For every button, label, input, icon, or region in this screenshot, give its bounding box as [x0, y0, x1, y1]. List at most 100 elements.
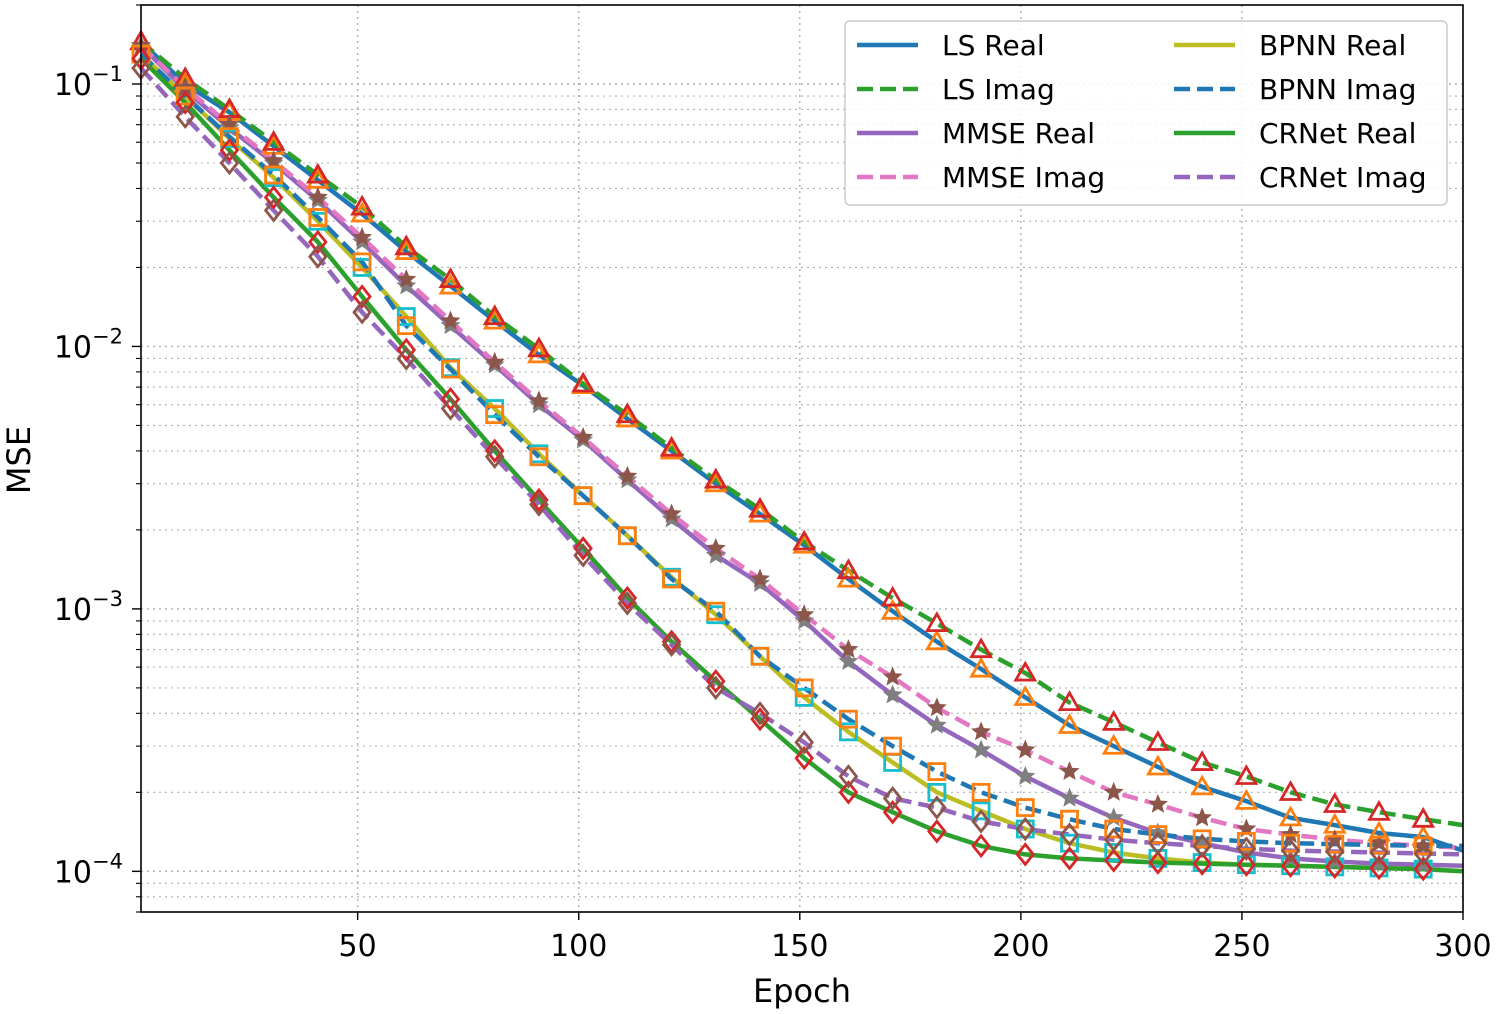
series-markers [129, 29, 1436, 882]
marker-crnet-imag [1324, 839, 1345, 864]
marker-mmse-imag [263, 150, 284, 170]
marker-bpnn-imag [927, 762, 947, 781]
marker-crnet-real [175, 90, 196, 115]
marker-crnet-imag [1413, 841, 1434, 866]
marker-crnet-real [440, 386, 461, 412]
marker-crnet-real [219, 137, 240, 163]
marker-bpnn-imag [839, 709, 858, 729]
marker-ls-real [1013, 685, 1038, 706]
x-tick-label: 100 [550, 929, 607, 964]
marker-crnet-real [838, 780, 859, 805]
marker-bpnn-imag [1060, 809, 1079, 829]
marker-ls-real [1146, 754, 1170, 776]
marker-ls-real [924, 629, 949, 651]
marker-ls-real [1057, 713, 1082, 734]
legend-label: LS Real [942, 29, 1045, 62]
marker-mmse-imag [971, 721, 992, 741]
series-line-bpnn-imag [139, 52, 1463, 849]
marker-bpnn-imag [617, 526, 637, 546]
marker-crnet-real [927, 819, 947, 844]
marker-ls-imag [1101, 709, 1126, 731]
legend-label: BPNN Imag [1259, 73, 1416, 106]
legend-label: CRNet Real [1259, 117, 1416, 150]
marker-crnet-imag [927, 795, 947, 820]
marker-bpnn-real [927, 782, 947, 802]
marker-mmse-imag [352, 227, 373, 247]
marker-mmse-imag [882, 666, 903, 686]
marker-crnet-imag [396, 346, 417, 371]
marker-crnet-real [308, 229, 328, 255]
marker-crnet-imag [838, 764, 859, 789]
marker-crnet-real [396, 337, 417, 363]
legend-label: MMSE Imag [942, 161, 1105, 194]
marker-bpnn-imag [396, 316, 416, 336]
marker-bpnn-imag [308, 208, 328, 227]
marker-mmse-imag [926, 697, 947, 717]
marker-crnet-imag [529, 492, 549, 517]
marker-crnet-real [529, 487, 549, 513]
marker-ls-imag [1411, 806, 1436, 828]
marker-ls-real [615, 406, 640, 428]
marker-mmse-imag [705, 537, 726, 557]
marker-ls-imag [792, 529, 817, 551]
marker-crnet-imag [1015, 816, 1036, 842]
marker-ls-real [438, 273, 463, 295]
marker-mmse-real [1015, 765, 1036, 785]
marker-crnet-imag [1369, 840, 1389, 865]
marker-mmse-imag [1103, 781, 1124, 801]
marker-ls-real [527, 342, 551, 364]
marker-ls-imag [615, 402, 640, 424]
marker-crnet-real [1236, 852, 1257, 877]
marker-crnet-imag [352, 300, 372, 325]
marker-ls-real [482, 308, 507, 330]
marker-ls-real [394, 239, 419, 261]
marker-ls-real [969, 656, 993, 678]
marker-mmse-imag [750, 568, 770, 588]
marker-ls-imag [880, 585, 905, 607]
y-axis-label: MSE [0, 426, 38, 494]
marker-ls-real [880, 598, 905, 620]
marker-ls-imag [305, 162, 330, 184]
marker-crnet-real [352, 284, 372, 309]
marker-ls-imag [1278, 780, 1303, 801]
marker-crnet-real [617, 585, 638, 611]
marker-bpnn-imag [971, 782, 991, 802]
legend-label: LS Imag [942, 73, 1055, 106]
marker-mmse-imag [617, 465, 638, 485]
marker-crnet-imag [661, 632, 682, 658]
marker-bpnn-imag [1236, 832, 1256, 851]
marker-bpnn-imag [1015, 798, 1035, 817]
marker-crnet-real [484, 438, 505, 464]
marker-ls-imag [394, 234, 419, 256]
marker-ls-imag [1367, 799, 1391, 821]
marker-crnet-imag [308, 244, 328, 269]
marker-crnet-real [882, 799, 903, 825]
marker-crnet-real [661, 629, 682, 654]
marker-mmse-imag [396, 269, 417, 288]
marker-ls-imag [1234, 764, 1259, 785]
marker-ls-imag [1013, 660, 1038, 682]
marker-mmse-real [882, 684, 903, 704]
marker-ls-imag [748, 496, 772, 518]
marker-ls-real [1190, 774, 1215, 796]
marker-ls-imag [1146, 730, 1170, 751]
marker-bpnn-imag [706, 601, 726, 621]
marker-bpnn-imag [1325, 834, 1345, 854]
marker-ls-real [792, 532, 817, 554]
marker-bpnn-real [971, 801, 991, 821]
marker-ls-imag [659, 435, 684, 457]
legend-label: CRNet Imag [1259, 161, 1427, 194]
marker-mmse-real [1059, 787, 1080, 807]
y-tick-label: 10−4 [54, 849, 123, 890]
marker-ls-real [1234, 788, 1259, 810]
marker-ls-imag [1057, 690, 1082, 711]
marker-crnet-imag [440, 396, 461, 421]
marker-mmse-real [396, 275, 417, 295]
y-tick-label: 10−2 [54, 324, 123, 365]
marker-mmse-imag [528, 390, 549, 410]
series-line-crnet-real [139, 57, 1464, 874]
marker-ls-imag [261, 129, 286, 151]
marker-mmse-imag [1192, 807, 1213, 827]
marker-mmse-imag [1059, 761, 1080, 780]
